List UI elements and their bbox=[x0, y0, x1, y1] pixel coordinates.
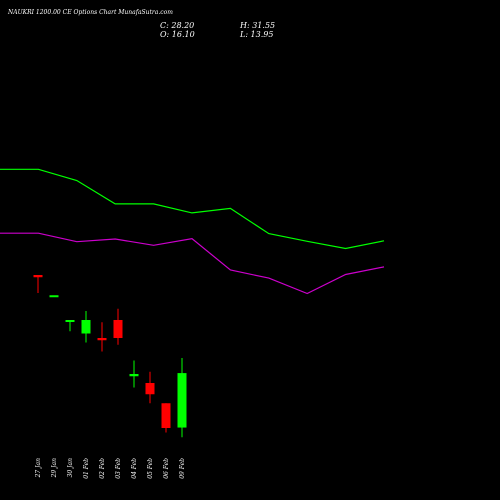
x-tick-label: 05 Feb bbox=[147, 458, 154, 479]
candle-body bbox=[65, 320, 75, 322]
lower-line-series bbox=[0, 232, 385, 295]
high-value: H: 31.55 bbox=[240, 21, 276, 30]
x-tick-label: 06 Feb bbox=[163, 458, 170, 479]
candle-body bbox=[129, 374, 139, 377]
candle-body bbox=[113, 320, 123, 338]
candle-body bbox=[177, 373, 187, 428]
upper-line-series bbox=[0, 168, 385, 250]
candle-body bbox=[49, 295, 59, 298]
x-tick-label: 09 Feb bbox=[179, 458, 186, 479]
x-tick-label: 03 Feb bbox=[115, 458, 122, 479]
candle-body bbox=[145, 383, 155, 395]
x-tick-label: 01 Feb bbox=[83, 458, 90, 479]
chart-title: NAUKRI 1200.00 CE Options Chart MunafaSu… bbox=[8, 9, 173, 16]
x-tick-label: 29 Jan bbox=[51, 458, 58, 479]
x-tick-label: 02 Feb bbox=[99, 458, 106, 479]
candle-body bbox=[161, 403, 171, 428]
candle-body bbox=[97, 338, 107, 341]
x-tick-label: 30 Jan bbox=[67, 458, 74, 478]
x-tick-label: 04 Feb bbox=[131, 458, 138, 479]
x-tick-label: 27 Jan bbox=[35, 458, 42, 479]
low-value: L: 13.95 bbox=[240, 30, 274, 39]
candle-body bbox=[81, 320, 91, 334]
candle-body bbox=[33, 275, 43, 278]
close-value: C: 28.20 bbox=[160, 21, 195, 30]
open-value: O: 16.10 bbox=[160, 30, 195, 39]
